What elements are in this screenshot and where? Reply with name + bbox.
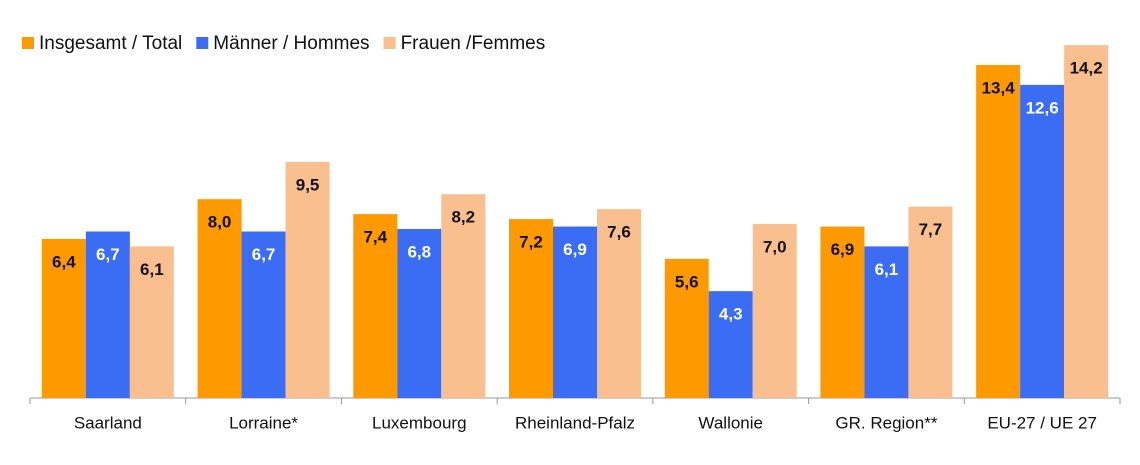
legend-swatch <box>383 37 396 49</box>
bar <box>664 258 709 398</box>
x-tick-label: GR. Region** <box>835 413 937 432</box>
value-label: 6,7 <box>96 245 120 264</box>
x-tick-label: Wallonie <box>698 413 763 432</box>
bar <box>509 219 553 398</box>
x-tick-label: Lorraine* <box>229 413 298 432</box>
value-label: 12,6 <box>1026 98 1059 117</box>
bar <box>1020 84 1065 398</box>
value-label: 4,3 <box>719 305 743 324</box>
value-label: 6,9 <box>563 240 587 259</box>
legend-label: Frauen /Femmes <box>401 33 546 54</box>
bar <box>752 224 797 398</box>
value-label: 8,2 <box>451 208 475 227</box>
x-tick-label: Saarland <box>74 413 142 432</box>
bar <box>1064 45 1109 398</box>
bar <box>441 194 486 398</box>
bar <box>553 226 597 398</box>
bar <box>820 226 865 398</box>
value-label: 7,7 <box>919 220 943 239</box>
bar <box>864 246 909 398</box>
legend-swatch <box>22 37 34 49</box>
value-label: 7,2 <box>519 233 543 252</box>
x-tick-label: Rheinland-Pfalz <box>515 413 635 432</box>
value-label: 7,4 <box>363 228 387 247</box>
value-label: 8,0 <box>208 213 232 232</box>
bar <box>353 214 398 398</box>
value-label: 6,1 <box>875 260 899 279</box>
bar <box>85 231 130 398</box>
value-label: 6,4 <box>52 252 76 271</box>
value-label: 13,4 <box>982 78 1016 97</box>
bar <box>197 199 242 398</box>
legend-swatch <box>196 37 209 49</box>
value-label: 14,2 <box>1070 59 1103 78</box>
bar <box>285 161 330 398</box>
bar <box>241 231 286 398</box>
bar <box>976 65 1021 398</box>
bar <box>597 209 641 398</box>
value-label: 7,0 <box>763 238 787 257</box>
x-tick-label: EU-27 / UE 27 <box>987 413 1097 432</box>
bar <box>397 229 442 398</box>
bar <box>908 206 953 398</box>
bar <box>129 246 174 398</box>
value-label: 7,6 <box>607 223 631 242</box>
value-label: 9,5 <box>296 175 320 194</box>
bar <box>41 238 86 398</box>
value-label: 6,8 <box>407 243 431 262</box>
value-label: 6,7 <box>252 245 276 264</box>
bar <box>708 291 753 398</box>
legend-label: Männer / Hommes <box>213 33 369 54</box>
x-tick-label: Luxembourg <box>372 413 467 432</box>
value-label: 5,6 <box>675 272 699 291</box>
legend-label: Insgesamt / Total <box>39 33 182 54</box>
value-label: 6,1 <box>140 260 164 279</box>
value-label: 6,9 <box>831 240 855 259</box>
